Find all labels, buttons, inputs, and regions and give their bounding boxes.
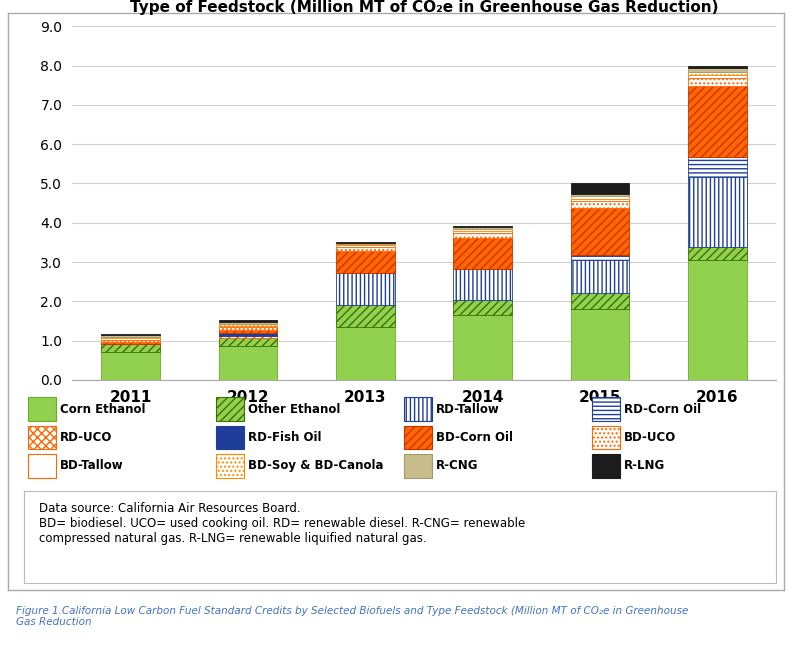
- Bar: [218, 326, 278, 328]
- Bar: [102, 340, 160, 342]
- Bar: [404, 426, 432, 449]
- Text: BD-Tallow: BD-Tallow: [60, 459, 124, 472]
- Bar: [688, 79, 746, 86]
- Bar: [218, 346, 278, 380]
- Bar: [336, 327, 394, 380]
- Bar: [688, 66, 746, 68]
- Bar: [336, 252, 394, 273]
- Bar: [28, 397, 56, 421]
- Bar: [218, 328, 278, 330]
- Bar: [102, 335, 160, 337]
- Bar: [28, 454, 56, 478]
- Text: Other Ethanol: Other Ethanol: [248, 403, 341, 416]
- Text: RD-Fish Oil: RD-Fish Oil: [248, 431, 322, 444]
- Bar: [102, 334, 160, 335]
- Text: Data source: California Air Resources Board.
BD= biodiesel. UCO= used cooking oi: Data source: California Air Resources Bo…: [39, 502, 526, 545]
- Bar: [218, 322, 278, 324]
- Bar: [102, 344, 160, 352]
- Text: R-CNG: R-CNG: [436, 459, 478, 472]
- Bar: [218, 336, 278, 338]
- Bar: [404, 454, 432, 478]
- Bar: [336, 305, 394, 327]
- Bar: [454, 238, 512, 269]
- Bar: [102, 352, 160, 380]
- Bar: [688, 177, 746, 248]
- Bar: [102, 338, 160, 340]
- Bar: [454, 300, 512, 315]
- Bar: [570, 309, 630, 380]
- Text: Corn Ethanol: Corn Ethanol: [60, 403, 146, 416]
- Bar: [570, 293, 630, 309]
- Bar: [216, 454, 244, 478]
- Bar: [102, 337, 160, 338]
- Bar: [688, 157, 746, 177]
- Bar: [688, 75, 746, 79]
- Bar: [688, 260, 746, 380]
- Bar: [570, 255, 630, 260]
- Bar: [216, 397, 244, 421]
- Text: RD-UCO: RD-UCO: [60, 431, 113, 444]
- Bar: [570, 196, 630, 198]
- Bar: [218, 324, 278, 326]
- Bar: [404, 397, 432, 421]
- Text: BD-Corn Oil: BD-Corn Oil: [436, 431, 513, 444]
- Text: RD-Corn Oil: RD-Corn Oil: [624, 403, 702, 416]
- Bar: [218, 330, 278, 333]
- Bar: [336, 248, 394, 252]
- Text: BD-Soy & BD-Canola: BD-Soy & BD-Canola: [248, 459, 383, 472]
- Text: RD-Tallow: RD-Tallow: [436, 403, 500, 416]
- Bar: [570, 208, 630, 255]
- Bar: [336, 242, 394, 243]
- Bar: [688, 248, 746, 260]
- Bar: [336, 246, 394, 248]
- Bar: [592, 426, 620, 449]
- Bar: [218, 338, 278, 346]
- Bar: [570, 201, 630, 208]
- Bar: [688, 86, 746, 157]
- Bar: [336, 243, 394, 244]
- Bar: [454, 315, 512, 380]
- Bar: [592, 397, 620, 421]
- Bar: [454, 233, 512, 238]
- Bar: [454, 231, 512, 233]
- Bar: [592, 454, 620, 478]
- Bar: [688, 72, 746, 75]
- Bar: [28, 426, 56, 449]
- Bar: [688, 68, 746, 72]
- Bar: [336, 244, 394, 246]
- Bar: [336, 273, 394, 305]
- Bar: [454, 226, 512, 227]
- Title: California Low Carbon Fuel Standard Credits  by Selected Biofuels and
Type of Fe: California Low Carbon Fuel Standard Cred…: [122, 0, 726, 15]
- Bar: [454, 229, 512, 231]
- Bar: [218, 333, 278, 336]
- Bar: [570, 194, 630, 196]
- Bar: [454, 227, 512, 229]
- Bar: [216, 426, 244, 449]
- Bar: [218, 320, 278, 322]
- Text: BD-UCO: BD-UCO: [624, 431, 676, 444]
- Text: R-LNG: R-LNG: [624, 459, 666, 472]
- Bar: [570, 183, 630, 194]
- Bar: [570, 260, 630, 293]
- Bar: [454, 269, 512, 300]
- Bar: [102, 342, 160, 344]
- Bar: [570, 198, 630, 201]
- Text: Figure 1.California Low Carbon Fuel Standard Credits by Selected Biofuels and Ty: Figure 1.California Low Carbon Fuel Stan…: [16, 606, 688, 627]
